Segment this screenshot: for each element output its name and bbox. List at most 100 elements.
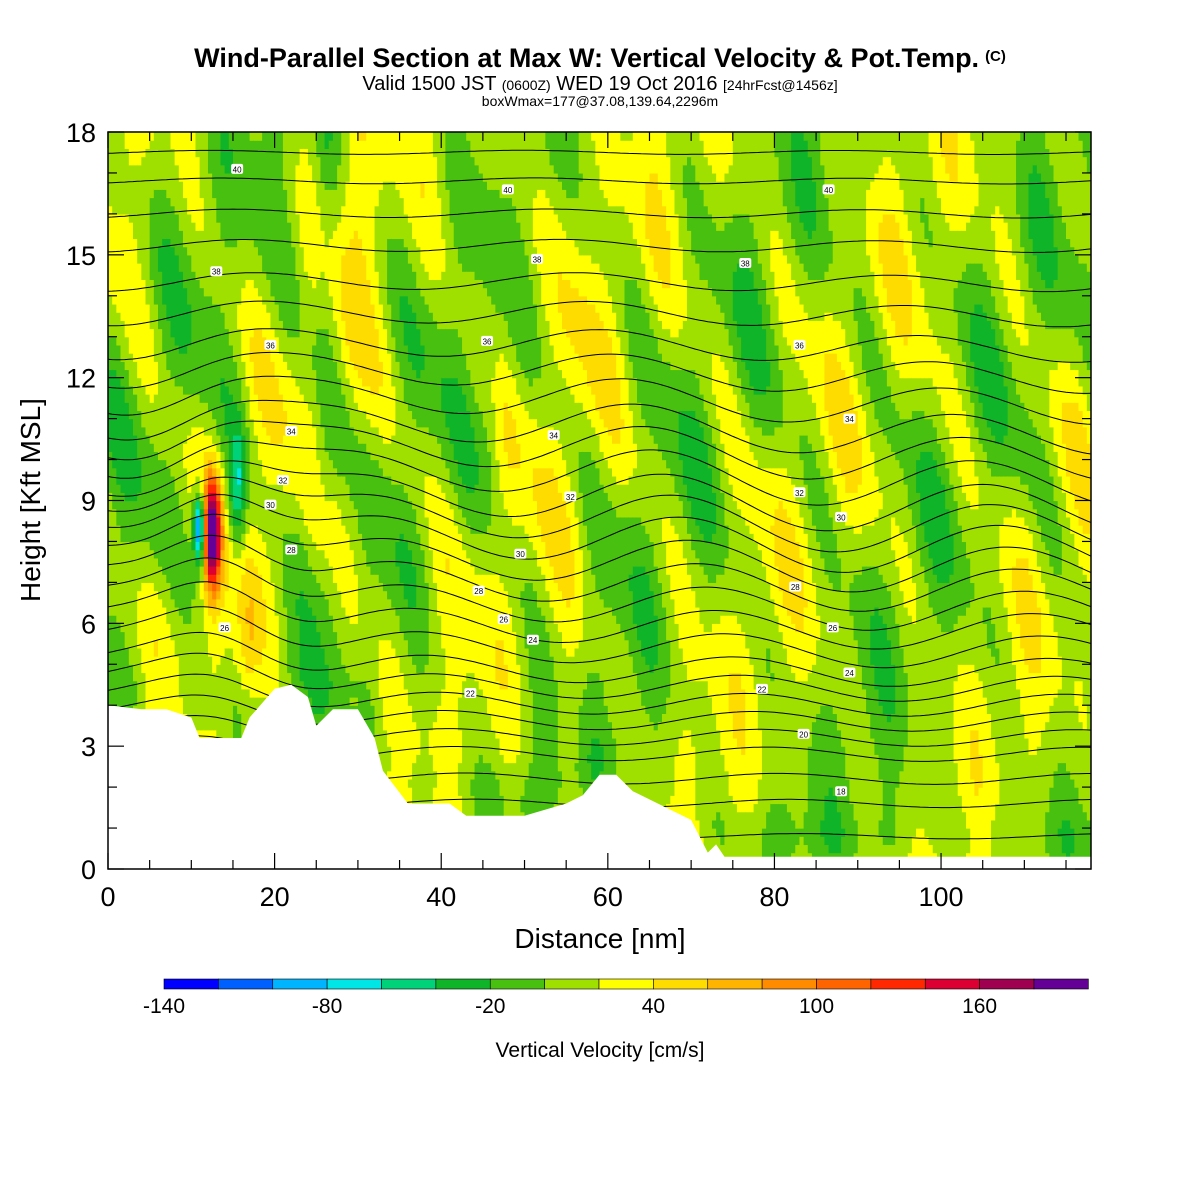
- velocity-cell: [512, 631, 517, 764]
- velocity-cell: [524, 254, 530, 379]
- velocity-cell: [891, 664, 896, 715]
- isentrope-label-text: 32: [566, 493, 575, 502]
- velocity-cell: [966, 132, 971, 223]
- velocity-cell: [682, 516, 688, 559]
- velocity-cell: [816, 541, 821, 616]
- velocity-cell: [307, 566, 313, 608]
- velocity-cell: [1049, 787, 1055, 869]
- isentrope-label-text: 34: [287, 427, 296, 436]
- velocity-cell: [816, 418, 821, 469]
- velocity-cell: [287, 222, 292, 338]
- velocity-cell: [907, 230, 913, 280]
- velocity-cell: [557, 631, 563, 772]
- velocity-cell: [1082, 729, 1088, 813]
- velocity-cell: [516, 754, 521, 869]
- velocity-cell: [353, 402, 359, 436]
- velocity-cell: [495, 639, 501, 682]
- velocity-cell: [707, 132, 713, 166]
- velocity-cell: [249, 598, 255, 641]
- velocity-cell: [1070, 778, 1075, 829]
- velocity-cell: [482, 574, 488, 698]
- velocity-cell: [636, 132, 642, 248]
- velocity-cell: [720, 754, 726, 821]
- isentrope-label-bg: [231, 163, 244, 174]
- velocity-cell: [757, 549, 763, 731]
- velocity-cell: [1020, 484, 1025, 518]
- velocity-cell: [916, 492, 921, 551]
- x-axis-label: Distance [nm]: [514, 923, 685, 954]
- velocity-cell: [1016, 557, 1021, 624]
- velocity-cell: [703, 443, 709, 543]
- velocity-cell: [636, 287, 642, 403]
- velocity-cell: [878, 492, 884, 510]
- velocity-cell: [661, 132, 667, 207]
- velocity-cell: [108, 492, 113, 616]
- velocity-cell: [416, 729, 421, 755]
- velocity-cell: [891, 549, 896, 608]
- velocity-cell: [420, 295, 426, 346]
- velocity-cell: [853, 377, 859, 412]
- velocity-cell: [1053, 246, 1059, 280]
- isentrope-label: 36: [481, 335, 494, 346]
- velocity-cell: [174, 213, 180, 256]
- velocity-cell: [578, 705, 584, 788]
- velocity-cell: [641, 566, 646, 657]
- velocity-cell: [661, 205, 667, 289]
- velocity-cell: [357, 377, 363, 412]
- velocity-cell: [824, 574, 830, 706]
- velocity-cell: [699, 426, 705, 534]
- velocity-cell: [716, 230, 721, 305]
- velocity-cell: [991, 213, 996, 231]
- velocity-cell: [1066, 361, 1071, 403]
- velocity-cell: [478, 574, 484, 690]
- velocity-cell: [274, 443, 280, 485]
- velocity-cell: [957, 230, 963, 280]
- velocity-cell: [262, 598, 267, 649]
- velocity-cell: [1070, 533, 1075, 780]
- velocity-cell: [849, 132, 855, 362]
- velocity-cell: [720, 361, 726, 444]
- velocity-cell: [466, 271, 471, 371]
- velocity-cell: [899, 336, 905, 379]
- velocity-cell: [574, 353, 580, 403]
- isentrope-label-text: 28: [287, 546, 296, 555]
- velocity-cell: [966, 828, 971, 854]
- velocity-cell: [237, 328, 242, 379]
- velocity-cell: [1049, 213, 1055, 289]
- velocity-cell: [241, 533, 247, 551]
- velocity-cell: [953, 230, 959, 289]
- velocity-cell: [199, 500, 205, 510]
- velocity-cell: [237, 377, 242, 412]
- velocity-cell: [174, 132, 180, 166]
- velocity-cell: [141, 156, 147, 280]
- velocity-cell: [524, 132, 530, 256]
- velocity-cell: [257, 410, 263, 461]
- velocity-cell: [699, 189, 705, 280]
- velocity-cell: [549, 344, 555, 428]
- velocity-cell: [545, 590, 551, 633]
- velocity-cell: [237, 525, 242, 543]
- velocity-cell: [949, 443, 955, 485]
- velocity-cell: [395, 238, 401, 362]
- velocity-cell: [316, 402, 322, 461]
- y-tick-label: 9: [81, 487, 96, 517]
- velocity-cell: [999, 525, 1005, 583]
- velocity-cell: [911, 582, 917, 624]
- velocity-cell: [316, 631, 322, 715]
- velocity-cell: [1028, 533, 1034, 575]
- velocity-cell: [857, 574, 863, 665]
- velocity-cell: [953, 680, 959, 764]
- velocity-cell: [703, 279, 709, 412]
- velocity-cell: [512, 525, 517, 633]
- velocity-cell: [1020, 295, 1025, 346]
- velocity-cell: [507, 516, 513, 608]
- velocity-cell: [874, 688, 880, 755]
- velocity-cell: [432, 770, 438, 788]
- isentrope-label: 40: [501, 184, 514, 195]
- velocity-cell: [1028, 132, 1034, 174]
- velocity-cell: [570, 656, 576, 821]
- velocity-cell: [886, 385, 892, 444]
- velocity-cell: [1057, 361, 1063, 477]
- velocity-cell: [895, 459, 900, 526]
- isentrope-line: [108, 557, 1091, 631]
